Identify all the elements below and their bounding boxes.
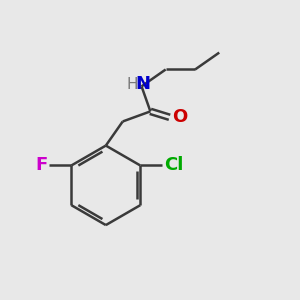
Text: N: N	[136, 75, 151, 93]
Text: F: F	[36, 157, 48, 175]
Text: Cl: Cl	[164, 157, 183, 175]
Text: H: H	[126, 76, 138, 92]
Text: O: O	[172, 108, 187, 126]
